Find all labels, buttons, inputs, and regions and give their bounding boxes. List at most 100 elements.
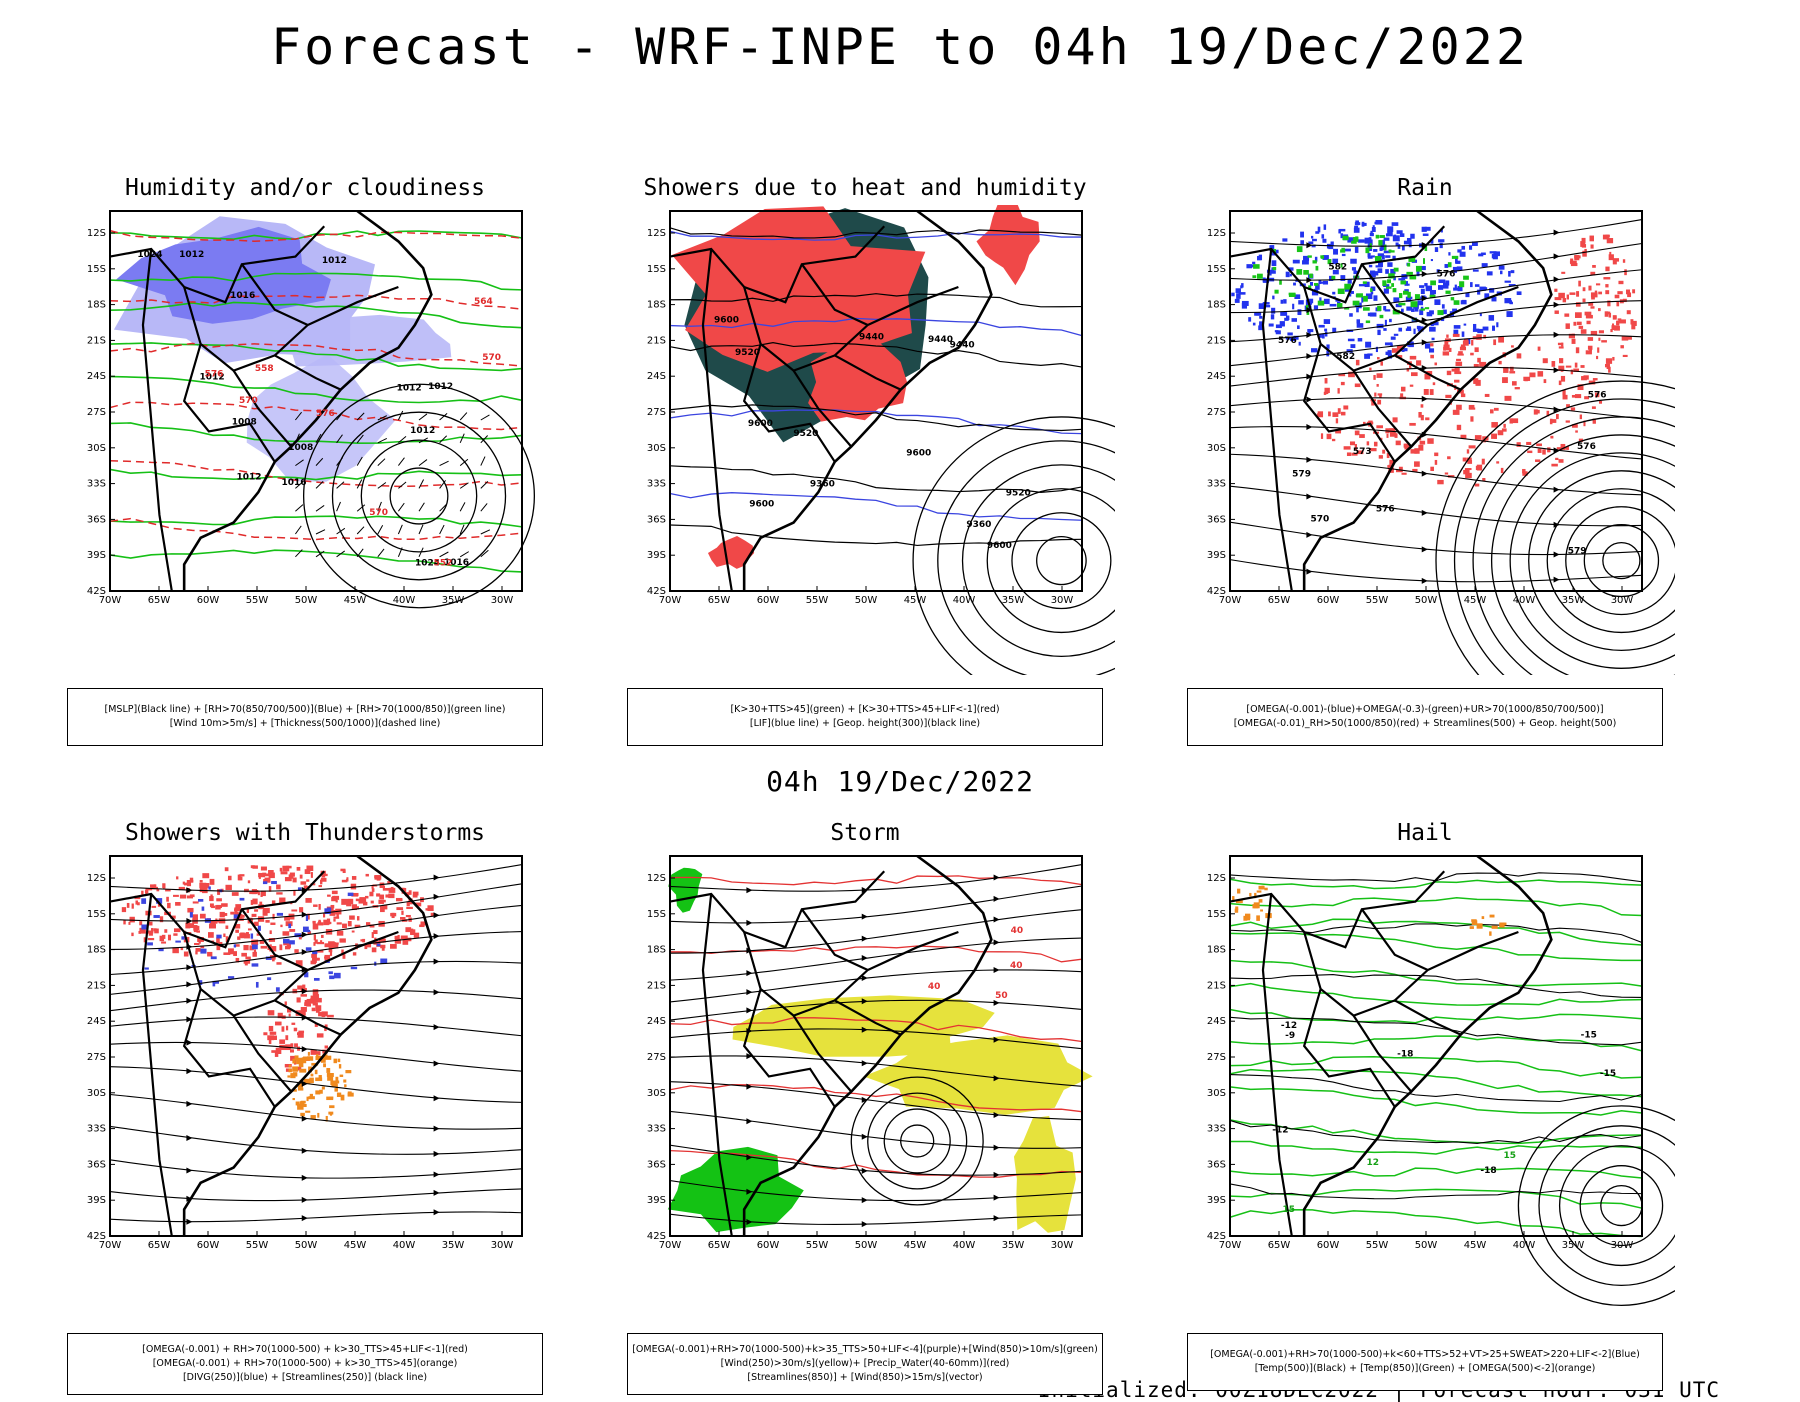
thunderstorm-cell bbox=[306, 879, 310, 882]
rain-cell bbox=[1405, 296, 1412, 302]
legend-box: [K>30+TTS>45](green) + [K>30+TTS>45+LIF<… bbox=[627, 688, 1103, 746]
wind-vector bbox=[459, 524, 465, 535]
legend-box: [OMEGA(-0.001)+RH>70(1000-500)+k<60+TTS>… bbox=[1187, 1333, 1663, 1391]
rain-cell bbox=[1438, 285, 1444, 290]
rain-omega-cell bbox=[1535, 459, 1541, 462]
rain-cell bbox=[1240, 285, 1243, 289]
rain-omega-cell bbox=[1618, 280, 1624, 285]
thunderstorm-cell bbox=[312, 989, 319, 995]
thunderstorm-cell bbox=[379, 894, 385, 900]
thunderstorm-cell bbox=[250, 899, 254, 905]
thunderstorm-cell bbox=[246, 908, 250, 913]
thunderstorm-cell bbox=[145, 887, 153, 891]
rain-omega-cell bbox=[1564, 447, 1568, 450]
rain-cell bbox=[1390, 344, 1393, 347]
thunderstorm-cell bbox=[371, 947, 377, 953]
thunderstorm-cell bbox=[135, 900, 139, 905]
rain-omega-cell bbox=[1608, 366, 1611, 373]
thunderstorm-orange-cell bbox=[344, 1084, 347, 1088]
lon-tick-label: 60W bbox=[757, 1240, 780, 1251]
thunderstorm-cell bbox=[289, 1049, 294, 1053]
wind-vector bbox=[336, 434, 343, 444]
thunderstorm-orange-cell bbox=[298, 1057, 305, 1061]
lon-tick-label: 50W bbox=[295, 595, 318, 606]
lat-tick-label: 33S bbox=[1207, 1124, 1226, 1135]
rain-omega-cell bbox=[1343, 405, 1349, 410]
streamline bbox=[669, 937, 1083, 981]
rain-cell bbox=[1417, 300, 1424, 306]
heavy-rain-cell bbox=[1331, 275, 1336, 280]
heavy-rain-cell bbox=[1352, 300, 1360, 306]
jet-stream-area bbox=[863, 1035, 1093, 1115]
rain-omega-cell bbox=[1562, 394, 1568, 400]
streamline bbox=[669, 1110, 1083, 1149]
streamline bbox=[669, 1179, 1083, 1202]
rain-cell bbox=[1509, 300, 1512, 304]
thunderstorm-orange-cell bbox=[326, 1096, 334, 1101]
thunderstorm-cell bbox=[268, 1038, 272, 1044]
thunderstorm-orange-cell bbox=[347, 1091, 352, 1097]
country-border bbox=[240, 908, 309, 971]
thunderstorm-cell bbox=[189, 894, 195, 898]
rain-cell bbox=[1491, 254, 1496, 259]
rain-omega-cell bbox=[1607, 300, 1611, 307]
rain-cell bbox=[1383, 306, 1387, 311]
lon-tick-label: 45W bbox=[1464, 1240, 1487, 1251]
rain-omega-cell bbox=[1409, 384, 1414, 387]
thunderstorm-cell bbox=[371, 932, 374, 939]
rain-cell bbox=[1390, 336, 1396, 340]
rain-cell bbox=[1270, 314, 1275, 320]
thunderstorm-cell bbox=[121, 907, 127, 913]
rain-cell bbox=[1419, 265, 1426, 271]
flow-arrow bbox=[1553, 521, 1560, 528]
geop-height-contour bbox=[1509, 452, 1675, 669]
flow-arrow bbox=[1553, 276, 1560, 283]
rain-cell bbox=[1381, 255, 1385, 260]
rain-omega-cell bbox=[1632, 289, 1636, 294]
rain-cell bbox=[1421, 226, 1427, 232]
rain-cell bbox=[1377, 268, 1383, 273]
thickness-dashed-contour bbox=[109, 229, 523, 243]
contour-label: 1012 bbox=[410, 426, 435, 436]
flow-arrow bbox=[993, 1171, 1000, 1178]
lon-tick-label: 70W bbox=[99, 1240, 122, 1251]
wind-vector bbox=[294, 525, 302, 535]
hail-omega-cell bbox=[1481, 916, 1485, 920]
rain-omega-cell bbox=[1584, 396, 1590, 400]
lon-tick-label: 45W bbox=[1464, 595, 1487, 606]
rain-cell bbox=[1349, 313, 1353, 317]
flow-arrow bbox=[993, 1112, 1000, 1119]
heavy-rain-cell bbox=[1423, 258, 1426, 264]
divergence-cell bbox=[380, 958, 388, 964]
thunderstorm-cell bbox=[210, 894, 213, 898]
flow-arrow bbox=[1421, 295, 1428, 302]
rain-omega-cell bbox=[1509, 366, 1514, 371]
rain-cell bbox=[1472, 328, 1480, 332]
rain-omega-cell bbox=[1444, 340, 1448, 346]
rain-omega-cell bbox=[1588, 380, 1596, 385]
rain-cell bbox=[1504, 280, 1511, 283]
divergence-cell bbox=[275, 987, 280, 992]
divergence-cell bbox=[201, 906, 205, 911]
rain-cell bbox=[1372, 225, 1375, 229]
legend-line: [OMEGA(-0.01)_RH>50(1000/850)(red) + Str… bbox=[1233, 718, 1617, 729]
thunderstorm-cell bbox=[312, 923, 319, 930]
geop-height-contour bbox=[1528, 470, 1675, 651]
legend-line: [OMEGA(-0.001)+RH>70(1000-500)+k>35_TTS>… bbox=[632, 1344, 1098, 1355]
lon-tick-label: 70W bbox=[659, 1240, 682, 1251]
contour-label: 570 bbox=[369, 508, 388, 518]
rain-omega-cell bbox=[1551, 361, 1556, 367]
thunderstorm-cell bbox=[331, 942, 336, 947]
divergence-cell bbox=[328, 971, 333, 975]
lat-tick-label: 33S bbox=[647, 1124, 666, 1135]
thunderstorm-orange-cell bbox=[340, 1094, 345, 1101]
rain-omega-cell bbox=[1419, 440, 1426, 445]
thunderstorm-cell bbox=[333, 895, 340, 900]
rain-cell bbox=[1344, 287, 1351, 292]
rain-cell bbox=[1477, 328, 1484, 334]
thunderstorm-orange-cell bbox=[288, 1068, 292, 1073]
lat-tick-label: 36S bbox=[647, 514, 666, 525]
rain-omega-cell bbox=[1605, 358, 1613, 364]
rain-cell bbox=[1370, 255, 1375, 258]
lon-tick-label: 60W bbox=[197, 595, 220, 606]
